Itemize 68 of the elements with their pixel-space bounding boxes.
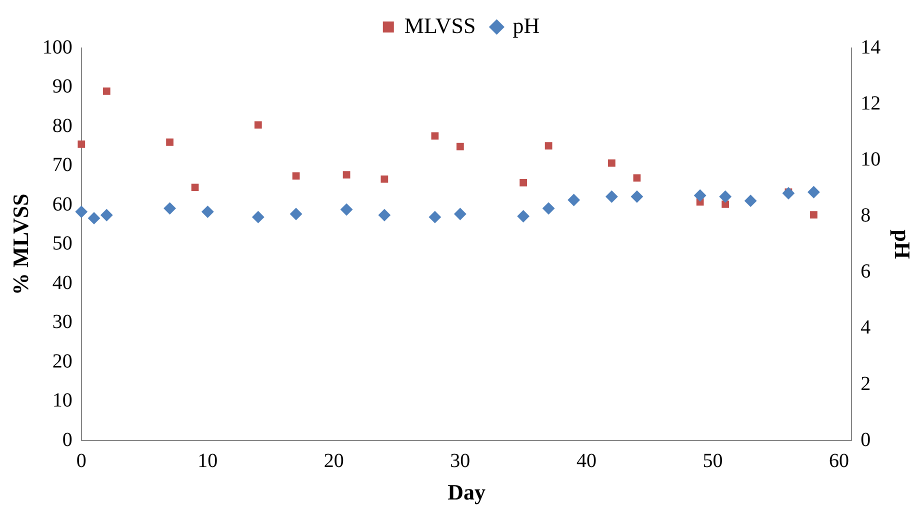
y-tick-label: 20 [52,350,72,372]
point [456,142,464,150]
legend-label: MLVSS [404,12,476,38]
point [694,190,706,202]
y2-tick-label: 14 [860,36,881,58]
x-tick-label: 30 [450,450,470,472]
y-tick-label: 80 [52,114,72,137]
point [782,187,794,200]
point [722,200,730,208]
point [75,206,88,218]
point [520,178,527,186]
y2-tick-label: 10 [860,148,881,170]
point [517,210,530,222]
point [191,184,199,192]
x-tick-label: 40 [576,450,596,472]
point [431,132,439,140]
y2-tick-label: 2 [860,372,871,395]
point [719,190,732,203]
point [88,212,100,224]
x-tick-label: 20 [324,450,344,472]
y2-tick-label: 0 [860,428,871,451]
point [342,171,350,178]
y-tick-label: 70 [52,154,72,176]
point [428,211,441,224]
point [254,121,262,129]
point [340,204,353,216]
point [78,140,86,148]
y2-tick-label: 12 [860,92,881,114]
point [252,211,264,224]
point [378,209,390,222]
point [608,159,616,167]
point [808,186,820,198]
y2-axis-title: pH [890,230,916,259]
x-tick-label: 0 [76,450,86,472]
point [164,202,176,214]
point [380,175,388,183]
y-tick-label: 100 [42,36,72,58]
point [292,172,300,180]
point [542,202,555,214]
y-tick-label: 40 [52,272,72,294]
y-axis-title: % MLVSS [8,194,33,295]
y-tick-label: 30 [52,311,72,334]
point [290,208,302,220]
y-tick-label: 90 [52,76,72,98]
x-tick-label: 60 [828,450,849,472]
point [606,190,618,203]
y2-tick-label: 8 [860,204,871,227]
y2-tick-label: 4 [860,316,871,339]
x-tick-label: 50 [702,450,723,472]
point [544,142,552,150]
point [810,211,818,219]
point [454,208,466,220]
x-tick-label: 10 [198,450,218,472]
x-axis-title: Day [448,479,486,504]
point [202,206,214,218]
point [568,194,580,206]
y-tick-label: 50 [52,232,72,255]
point [630,190,643,203]
point [102,88,110,95]
point [633,174,641,182]
y-tick-label: 10 [52,390,72,412]
y-tick-label: 60 [52,193,72,216]
y2-tick-label: 6 [860,260,871,283]
y-tick-label: 0 [62,428,72,451]
legend-label: pH [512,12,540,38]
point [100,209,113,222]
point [744,194,757,207]
point [166,138,174,146]
